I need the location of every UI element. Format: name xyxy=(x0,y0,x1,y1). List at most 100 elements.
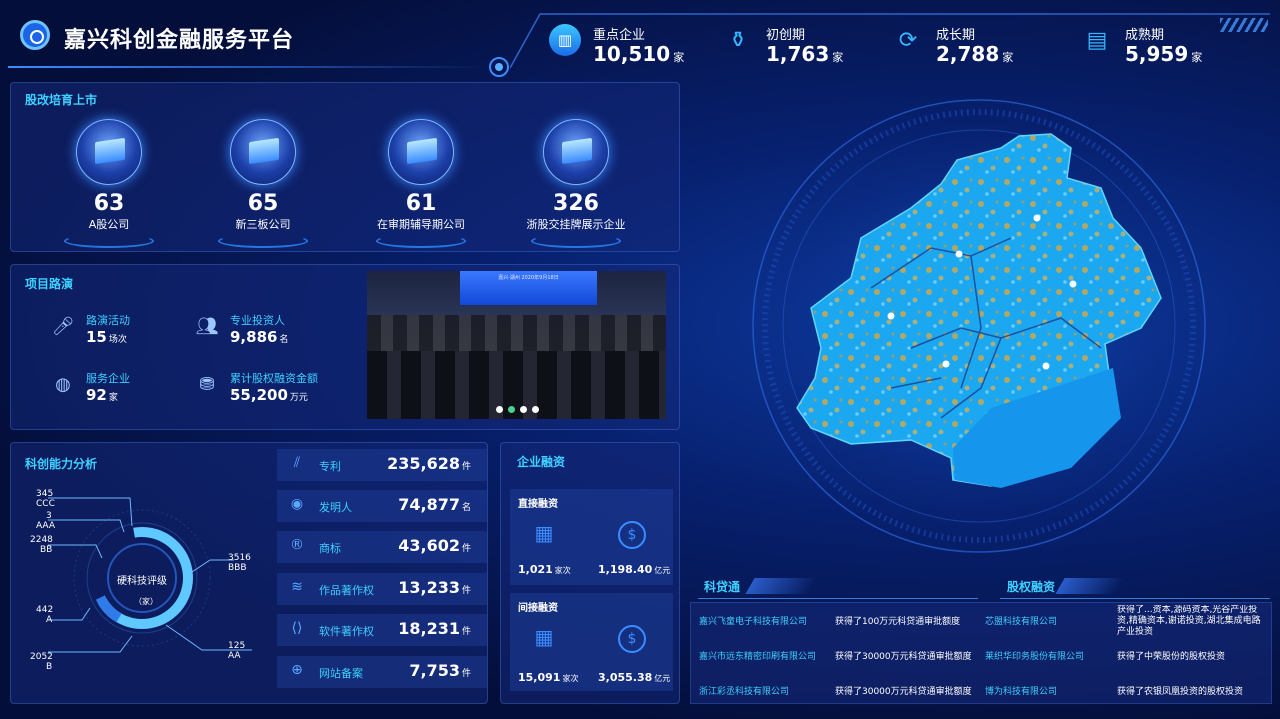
card-value: 65 xyxy=(247,191,279,216)
item-label: 服务企业 xyxy=(86,372,130,385)
item-label: 专业投资人 xyxy=(230,314,285,327)
layers-icon: ≋ xyxy=(291,579,303,595)
metric-label: 专利 xyxy=(319,460,341,473)
building-icon: ▥ xyxy=(549,24,581,56)
item-value: 92 家 xyxy=(86,386,118,404)
photo-screen: 嘉兴·湖州 2020年9月18日 xyxy=(460,271,597,305)
card-value: 63 xyxy=(93,191,125,216)
carousel-dot-active[interactable] xyxy=(508,406,515,413)
dollar-icon: $ xyxy=(618,521,646,549)
box-title: 间接融资 xyxy=(518,603,558,614)
donut-center-unit: （家） xyxy=(134,597,158,606)
service-icon: ◍ xyxy=(55,374,71,395)
list-item-company[interactable]: 嘉兴市远东精密印刷有限公司 xyxy=(699,652,817,662)
metric-value: 18,231 件 xyxy=(398,619,471,638)
innovation-title: 科创能力分析 xyxy=(25,457,98,471)
tab-tech-loan[interactable]: 科贷通 xyxy=(704,580,741,594)
list-item-company[interactable]: 嘉兴飞童电子科技有限公司 xyxy=(699,617,808,627)
indirect-financing-box[interactable]: 间接融资 ▦ $ 15,091 家次 3,055.38 亿元 xyxy=(510,593,673,691)
dollar-icon: $ xyxy=(618,625,646,653)
card-value: 326 xyxy=(553,191,599,216)
stat-value: 2,788 家 xyxy=(936,42,1014,66)
item-value: 15 场次 xyxy=(86,328,127,346)
listing-card-neeq[interactable]: 65 新三板公司 xyxy=(203,119,323,248)
metric-website-filing[interactable]: ⊕ 网站备案 7,753 件 xyxy=(277,656,487,688)
card-base-ring xyxy=(218,234,308,248)
card-label: 在审期辅导期公司 xyxy=(377,218,465,231)
rating-label: 3516 BBB xyxy=(228,553,251,573)
list-item-company[interactable]: 芯盟科技有限公司 xyxy=(985,617,1058,627)
tab-decoration xyxy=(745,578,819,594)
card-base-ring xyxy=(376,234,466,248)
rating-donut-chart xyxy=(48,497,252,653)
code-icon: ⟨⟩ xyxy=(291,620,303,636)
metric-label: 商标 xyxy=(319,542,341,555)
box-title: 直接融资 xyxy=(518,499,558,510)
listing-card-a-share[interactable]: 63 A股公司 xyxy=(49,119,169,248)
metric-label: 网站备案 xyxy=(319,667,363,680)
seedling-icon: ⚱ xyxy=(728,27,748,53)
item-value: 9,886 名 xyxy=(230,328,289,346)
card-label: 浙股交挂牌展示企业 xyxy=(526,218,626,231)
map-region[interactable] xyxy=(741,88,1217,564)
metric-software-copyright[interactable]: ⟨⟩ 软件著作权 18,231 件 xyxy=(277,614,487,646)
financing-title: 企业融资 xyxy=(517,455,566,469)
stat-label: 成长期 xyxy=(936,28,976,43)
exchange-icon xyxy=(543,119,609,185)
list-item-text: 获得了...资本,源码资本,光谷产业投资,精确资本,谢诺投资,湖北集成电路产业投… xyxy=(1117,605,1261,637)
rating-label: 2052 B xyxy=(30,652,53,672)
metric-inventors[interactable]: ◉ 发明人 74,877 名 xyxy=(277,490,487,522)
stat-value: 10,510 家 xyxy=(593,42,685,66)
item-label: 路演活动 xyxy=(86,314,130,327)
stat-label: 重点企业 xyxy=(593,28,646,43)
metric-works-copyright[interactable]: ≋ 作品著作权 13,233 件 xyxy=(277,573,487,605)
item-label: 累计股权融资金额 xyxy=(230,372,318,385)
list-item-company[interactable]: 浙江彩丞科技有限公司 xyxy=(699,687,790,697)
tab-equity-financing[interactable]: 股权融资 xyxy=(1007,580,1056,594)
list-item-company[interactable]: 博为科技有限公司 xyxy=(985,687,1058,697)
metric-value: 43,602 件 xyxy=(398,536,471,555)
direct-financing-box[interactable]: 直接融资 ▦ $ 1,021 家次 1,198.40 亿元 xyxy=(510,489,673,585)
listing-card-review[interactable]: 61 在审期辅导期公司 xyxy=(361,119,481,248)
building-icon: ▦ xyxy=(534,625,554,649)
header-orb-icon xyxy=(489,57,509,77)
metric-value: 13,233 件 xyxy=(398,578,471,597)
roadshow-photo[interactable]: 嘉兴·湖州 2020年9月18日 xyxy=(367,271,666,419)
card-label: 新三板公司 xyxy=(235,218,291,231)
listing-card-zj-exchange[interactable]: 326 浙股交挂牌展示企业 xyxy=(516,119,636,248)
people-icon: 👥︎ xyxy=(195,316,219,337)
metric-label: 软件著作权 xyxy=(319,625,374,638)
growth-arrow-icon: ⟳ xyxy=(898,27,918,53)
rating-label: 125 AA xyxy=(228,641,246,661)
tab-decoration xyxy=(1055,578,1125,594)
metric-label: 作品著作权 xyxy=(319,584,374,597)
list-item-text: 获得了30000万元科贷通审批额度 xyxy=(835,687,972,697)
metric-value: 235,628 件 xyxy=(387,454,471,473)
carousel-dot[interactable] xyxy=(496,406,503,413)
card-base-ring xyxy=(531,234,621,248)
logo-icon xyxy=(20,20,50,50)
jiaxing-heatmap xyxy=(743,90,1215,562)
metric-patents[interactable]: ⫽ 专利 235,628 件 xyxy=(277,449,487,481)
direct-count: 1,021 家次 xyxy=(518,563,571,576)
metric-value: 7,753 件 xyxy=(409,661,471,680)
tab-underline xyxy=(1000,598,1270,599)
metric-value: 74,877 名 xyxy=(398,495,471,514)
carousel-dot[interactable] xyxy=(532,406,539,413)
rating-label: 2248 BB xyxy=(30,535,53,555)
card-label: A股公司 xyxy=(88,218,130,231)
carousel-dot[interactable] xyxy=(520,406,527,413)
building-icon: ▦ xyxy=(534,521,554,545)
header-frame-lines xyxy=(510,13,1270,69)
list-item-company[interactable]: 莱织华印务股份有限公司 xyxy=(985,652,1085,662)
item-value: 55,200 万元 xyxy=(230,386,308,404)
card-base-ring xyxy=(64,234,154,248)
metric-trademarks[interactable]: ® 商标 43,602 件 xyxy=(277,531,487,563)
stat-label: 成熟期 xyxy=(1125,28,1165,43)
review-icon xyxy=(388,119,454,185)
financing-news-list: 嘉兴飞童电子科技有限公司 获得了100万元科贷通审批额度 嘉兴市远东精密印刷有限… xyxy=(690,602,1272,704)
listing-panel: 股改培育上市 63 A股公司 65 新三板公司 61 在审期辅导期公司 326 … xyxy=(10,82,680,252)
listing-title: 股改培育上市 xyxy=(25,93,98,107)
stat-label: 初创期 xyxy=(766,28,806,43)
page-title: 嘉兴科创金融服务平台 xyxy=(64,28,295,53)
